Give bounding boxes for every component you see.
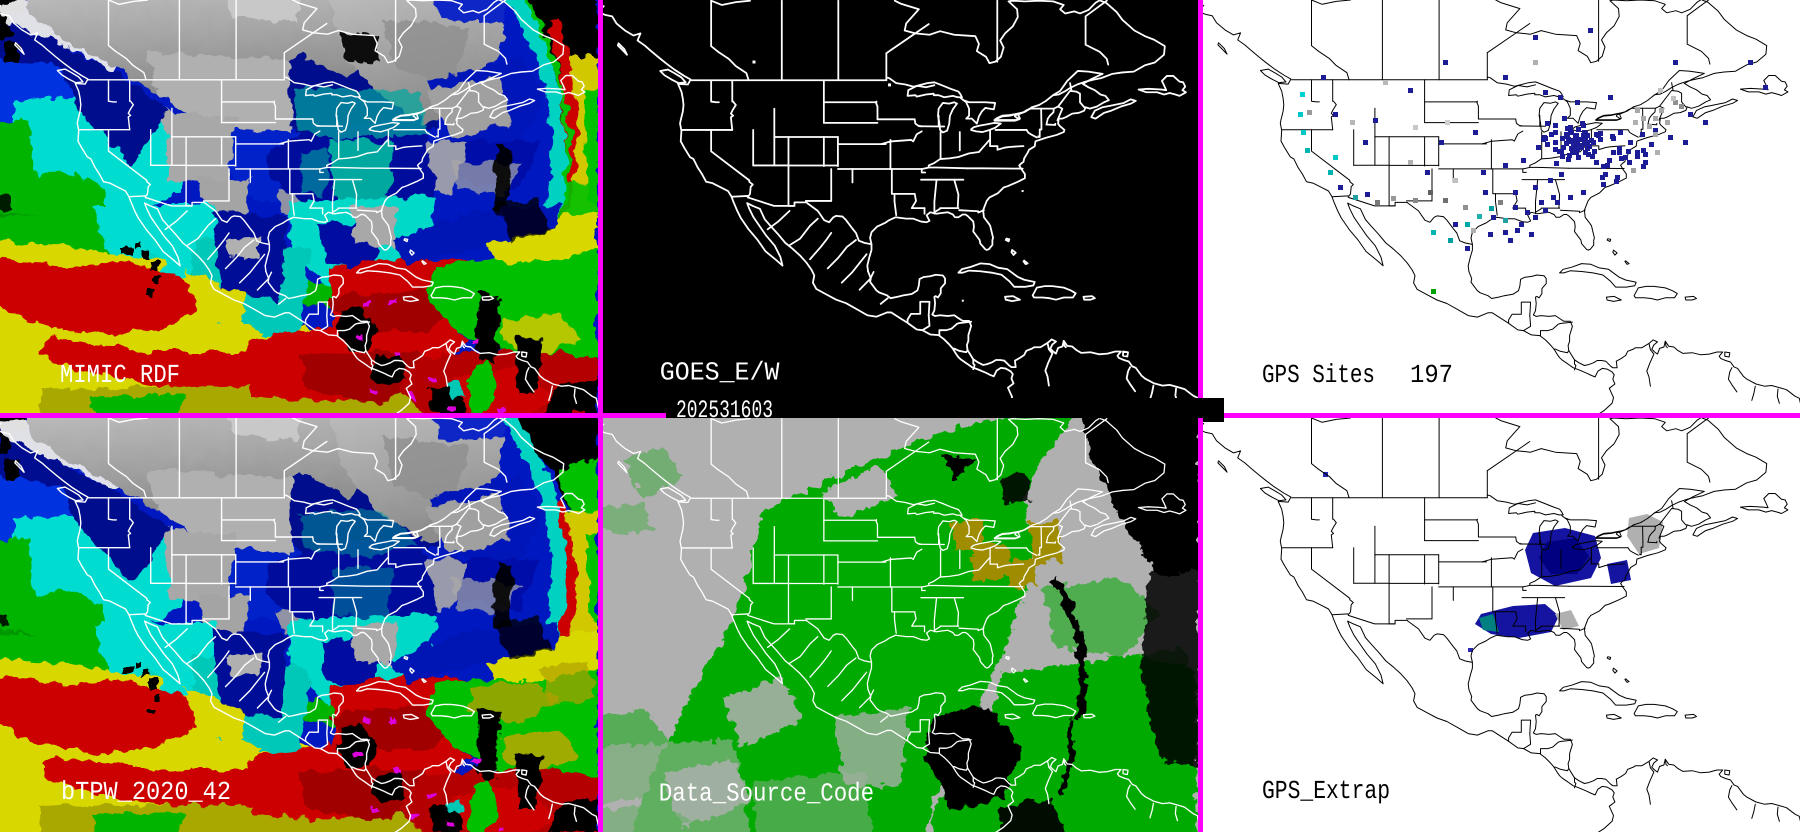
svg-text:GPS Sites: GPS Sites <box>1262 360 1375 390</box>
svg-text:197: 197 <box>1410 360 1453 390</box>
svg-text:202531603: 202531603 <box>676 398 773 418</box>
svg-text:MIMIC RDF: MIMIC RDF <box>60 360 180 390</box>
svg-text:bTPW_2020_42: bTPW_2020_42 <box>61 777 231 807</box>
svg-text:GOES_E/W: GOES_E/W <box>660 357 780 387</box>
svg-text:GPS_Extrap: GPS_Extrap <box>1262 776 1390 806</box>
svg-text:Data_Source_Code: Data_Source_Code <box>659 778 874 808</box>
